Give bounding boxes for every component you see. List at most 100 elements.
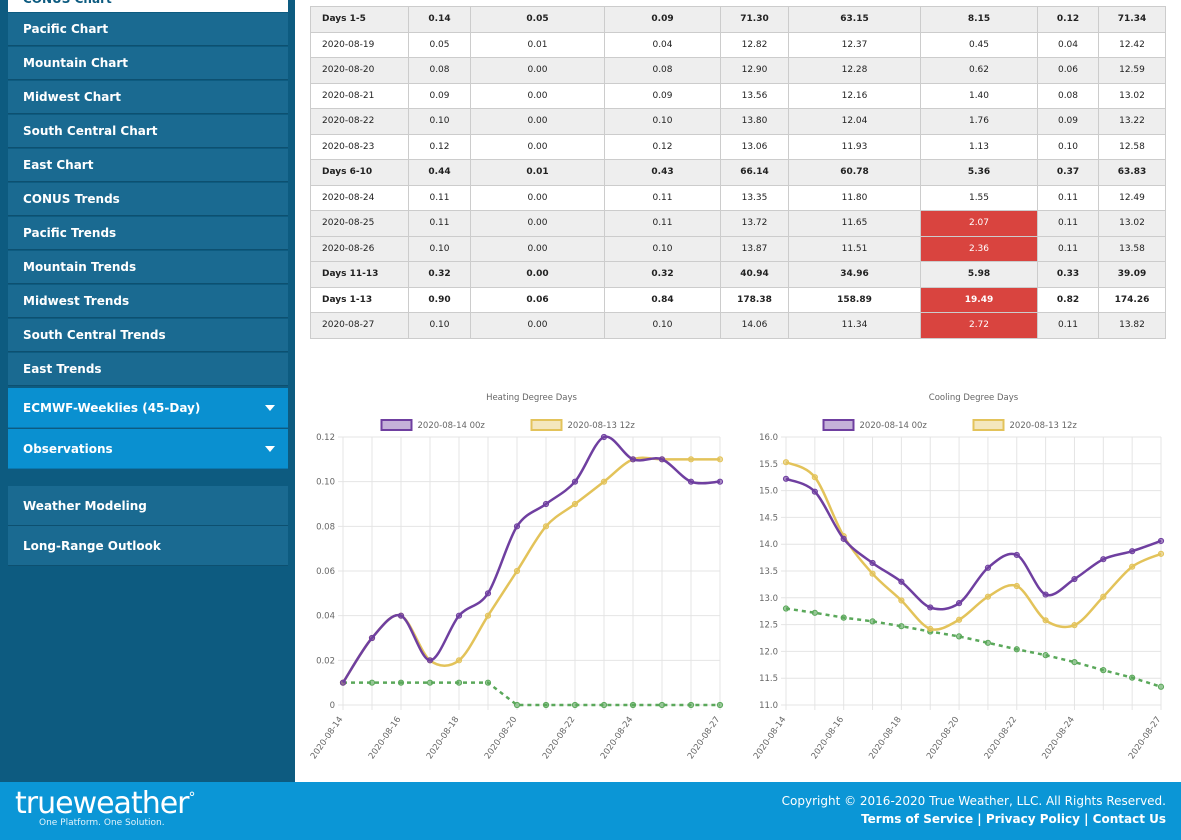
table-cell: 2020-08-25 <box>310 210 409 237</box>
menu-item[interactable]: South Central Trends <box>8 319 288 352</box>
table-cell: 0.08 <box>1037 82 1099 109</box>
data-point <box>658 701 666 709</box>
menu-item[interactable]: Pacific Trends <box>8 217 288 250</box>
menu-item[interactable]: Mountain Chart <box>8 47 288 80</box>
data-point <box>571 500 579 508</box>
y-tick-label: 15.5 <box>759 460 778 470</box>
data-point <box>368 634 376 642</box>
menu-item[interactable]: Pacific Chart <box>8 13 288 46</box>
table-cell: 63.15 <box>788 6 921 33</box>
section-link[interactable]: Long-Range Outlook <box>8 526 288 566</box>
menu-item[interactable]: South Central Chart <box>8 115 288 148</box>
data-table: Days 1-5 0.14 0.05 0.09 71.30 63.15 8.15 0.12 71… <box>310 6 1166 339</box>
table-cell: 11.34 <box>788 312 921 339</box>
menu-item[interactable]: CONUS Trends <box>8 183 288 216</box>
table-cell: 12.58 <box>1098 133 1166 160</box>
menu-item[interactable]: Midwest Trends <box>8 285 288 318</box>
table-cell: 0.09 <box>604 6 721 33</box>
table-cell: 0.09 <box>1037 108 1099 135</box>
table-cell: 0.11 <box>1037 184 1099 211</box>
series-line <box>341 435 721 684</box>
legend-label: 2020-08-14 00z <box>418 421 486 431</box>
table-cell: 0.05 <box>408 31 471 58</box>
y-tick-label: 14.0 <box>759 540 778 550</box>
data-point <box>339 679 347 686</box>
table-cell: 5.36 <box>920 159 1038 186</box>
table-cell: 0.14 <box>408 6 471 33</box>
table-cell: 0.00 <box>470 57 605 84</box>
table-cell: 11.51 <box>788 235 921 262</box>
data-point <box>513 567 521 575</box>
table-cell: 178.38 <box>720 286 789 313</box>
table-row: Days 6-10 0.44 0.01 0.43 66.14 60.78 5.36 0.37 6… <box>310 159 1166 186</box>
x-tick-label: 2020-08-22 <box>541 715 578 761</box>
data-point <box>782 475 790 482</box>
table-cell: 12.90 <box>720 57 789 84</box>
data-point <box>571 701 579 709</box>
y-tick-label: 13.5 <box>759 567 778 577</box>
data-point <box>1157 550 1165 557</box>
table-cell: 13.82 <box>1098 312 1166 339</box>
table-cell: 174.26 <box>1098 286 1166 313</box>
table-cell: 0.10 <box>604 235 721 262</box>
table-cell: 66.14 <box>720 159 789 186</box>
dropdown[interactable]: Observations <box>8 429 288 469</box>
data-point <box>782 605 790 612</box>
table-cell: Days 1-5 <box>310 6 409 33</box>
table-cell: 0.00 <box>470 261 605 288</box>
table-row: 2020-08-20 0.08 0.00 0.08 12.90 12.28 0.62 0.06… <box>310 57 1166 84</box>
section-link[interactable]: Weather Modeling <box>8 486 288 526</box>
menu-item[interactable]: CONUS Chart <box>8 0 288 12</box>
data-point <box>484 612 492 619</box>
footer-link[interactable]: Privacy Policy <box>985 812 1080 826</box>
series-line <box>343 681 720 707</box>
table-cell: 0.00 <box>470 235 605 262</box>
data-point <box>484 679 492 686</box>
menu-item[interactable]: Midwest Chart <box>8 81 288 114</box>
data-point <box>1042 591 1049 598</box>
data-point <box>898 623 905 630</box>
y-tick-label: 13.0 <box>759 594 778 604</box>
data-point <box>1100 556 1107 563</box>
data-point <box>1129 548 1136 555</box>
footer: trueweather° One Platform. One Solution.… <box>0 782 1181 840</box>
table-cell: 2.36 <box>920 235 1038 262</box>
table-cell: 13.58 <box>1098 235 1166 262</box>
data-point <box>840 535 847 542</box>
table-cell: 0.09 <box>604 82 721 109</box>
table-row: 2020-08-25 0.11 0.00 0.11 13.72 11.65 2.07 0.11… <box>310 210 1166 237</box>
data-point <box>811 609 818 616</box>
table-cell: 2.72 <box>920 312 1038 339</box>
table-cell: 0.33 <box>1037 261 1099 288</box>
table-cell: 1.40 <box>920 82 1038 109</box>
legend-swatch <box>380 419 413 431</box>
table-cell: 0.01 <box>470 159 605 186</box>
x-tick-label: 2020-08-24 <box>599 715 636 761</box>
table-cell: 19.49 <box>920 286 1038 313</box>
menu-item[interactable]: East Chart <box>8 149 288 182</box>
footer-link[interactable]: Contact Us <box>1092 812 1166 826</box>
data-point <box>716 701 724 709</box>
data-point <box>716 478 724 485</box>
tagline: One Platform. One Solution. <box>39 818 165 828</box>
data-point <box>840 614 847 621</box>
dropdown[interactable]: ECMWF-Weeklies (45-Day) <box>8 388 288 428</box>
data-point <box>513 523 521 530</box>
data-point <box>984 564 992 571</box>
data-point <box>898 597 905 604</box>
data-point <box>513 701 521 709</box>
footer-link[interactable]: Terms of Service <box>861 812 974 826</box>
data-point <box>1013 551 1020 559</box>
menu-item[interactable]: Mountain Trends <box>8 251 288 284</box>
data-point <box>811 474 818 481</box>
table-cell: 12.28 <box>788 57 921 84</box>
x-tick-label: 2020-08-14 <box>309 715 346 761</box>
table-cell: Days 6-10 <box>310 159 409 186</box>
data-point <box>687 701 695 709</box>
menu-item[interactable]: East Trends <box>8 353 288 386</box>
data-point <box>984 593 992 600</box>
data-point <box>629 456 637 463</box>
charts: Heating Degree Days 2020-08-14 00z 2020-08… <box>309 393 1165 761</box>
